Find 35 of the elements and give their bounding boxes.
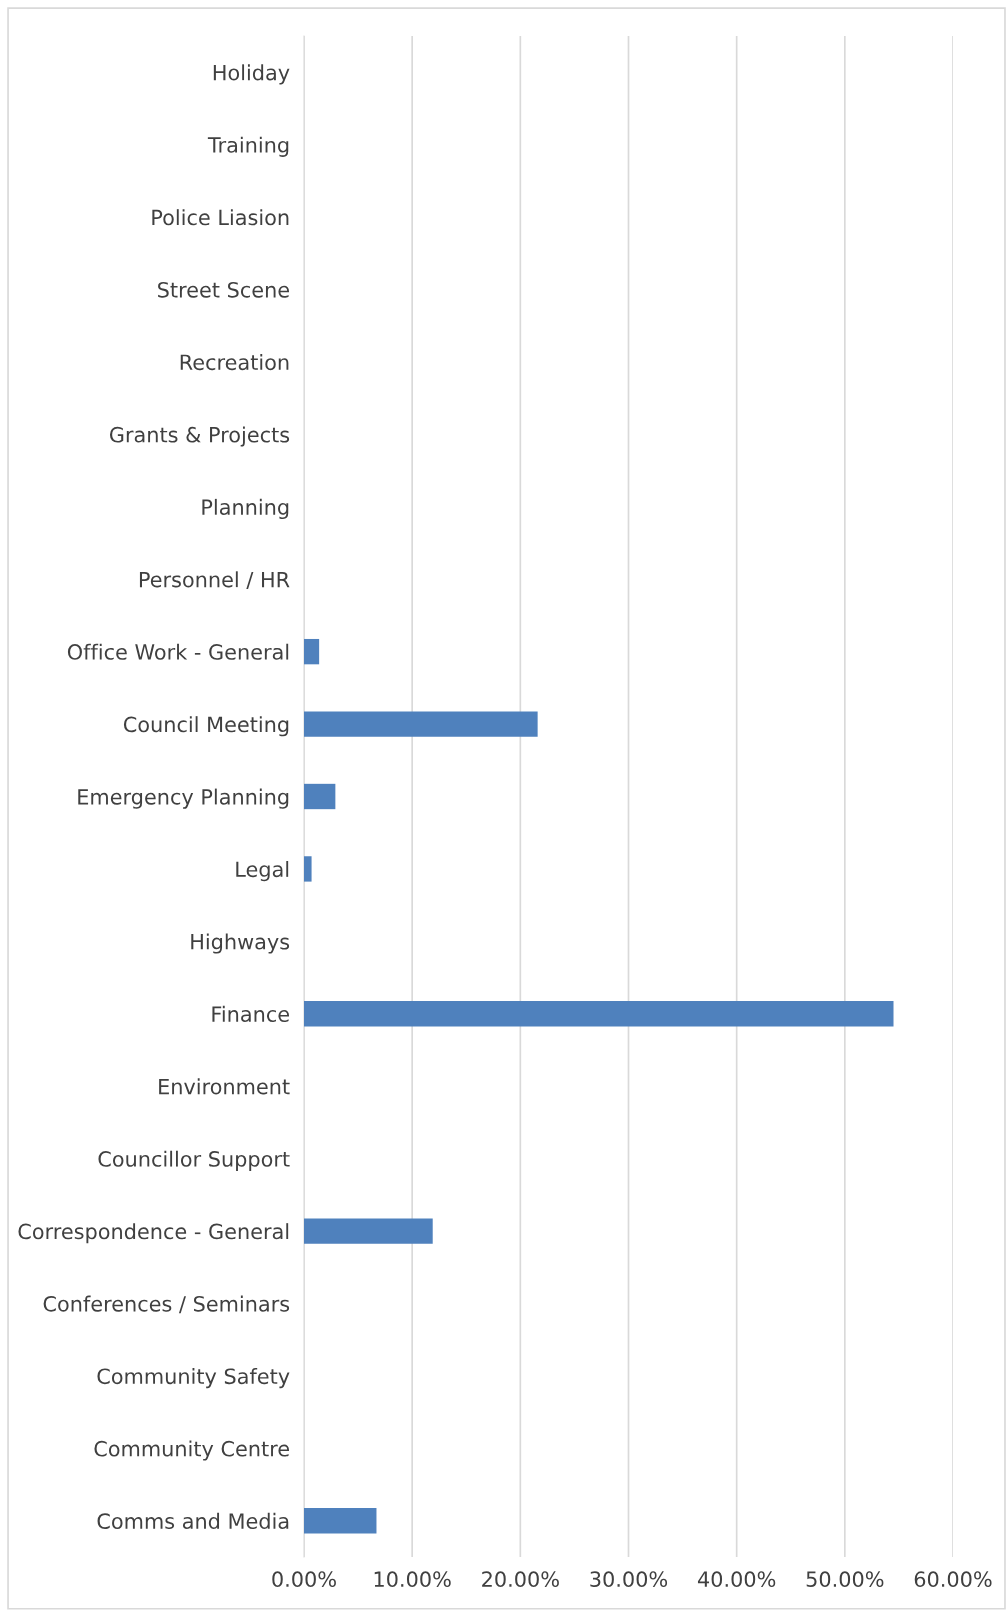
x-tick-label: 10.00% — [374, 1571, 451, 1588]
y-tick-label: Council Meeting — [123, 716, 289, 737]
bar — [304, 1508, 377, 1534]
x-tick-label: 20.00% — [482, 1571, 559, 1588]
bar — [304, 1001, 894, 1027]
x-tick-label: 0.00% — [272, 1571, 336, 1588]
y-tick-label: Councillor Support — [98, 1150, 290, 1171]
y-tick-label: Correspondence - General — [18, 1223, 289, 1244]
bar — [304, 1218, 433, 1244]
y-tick-label: Community Safety — [97, 1368, 290, 1389]
bar — [304, 856, 312, 882]
x-tick-label: 40.00% — [697, 1571, 776, 1588]
y-tick-label: Personnel / HR — [139, 571, 290, 590]
y-tick-label: Grants & Projects — [109, 426, 290, 447]
bar — [304, 711, 538, 737]
y-tick-label: Legal — [236, 861, 289, 882]
x-tick-label: 50.00% — [806, 1571, 884, 1588]
x-tick-label: 60.00% — [914, 1571, 992, 1588]
y-tick-label: Environment — [159, 1078, 290, 1095]
y-tick-label: Emergency Planning — [78, 788, 289, 809]
y-tick-label: Training — [207, 136, 289, 157]
y-tick-label: Holiday — [213, 64, 290, 85]
bar — [304, 783, 336, 810]
bar — [304, 638, 320, 665]
y-tick-label: Office Work - General — [67, 643, 289, 660]
y-tick-label: Police Liasion — [152, 209, 289, 226]
y-tick-label: Street Scene — [158, 281, 289, 298]
y-tick-label: Comms and Media — [97, 1512, 289, 1529]
x-tick-label: 30.00% — [590, 1571, 668, 1588]
y-tick-label: Recreation — [180, 354, 289, 371]
y-tick-label: Community Centre — [94, 1440, 289, 1461]
y-tick-label: Highways — [191, 933, 290, 954]
y-tick-label: Conferences / Seminars — [43, 1295, 290, 1314]
y-tick-label: Planning — [202, 498, 289, 520]
y-tick-label: Finance — [212, 1005, 289, 1022]
